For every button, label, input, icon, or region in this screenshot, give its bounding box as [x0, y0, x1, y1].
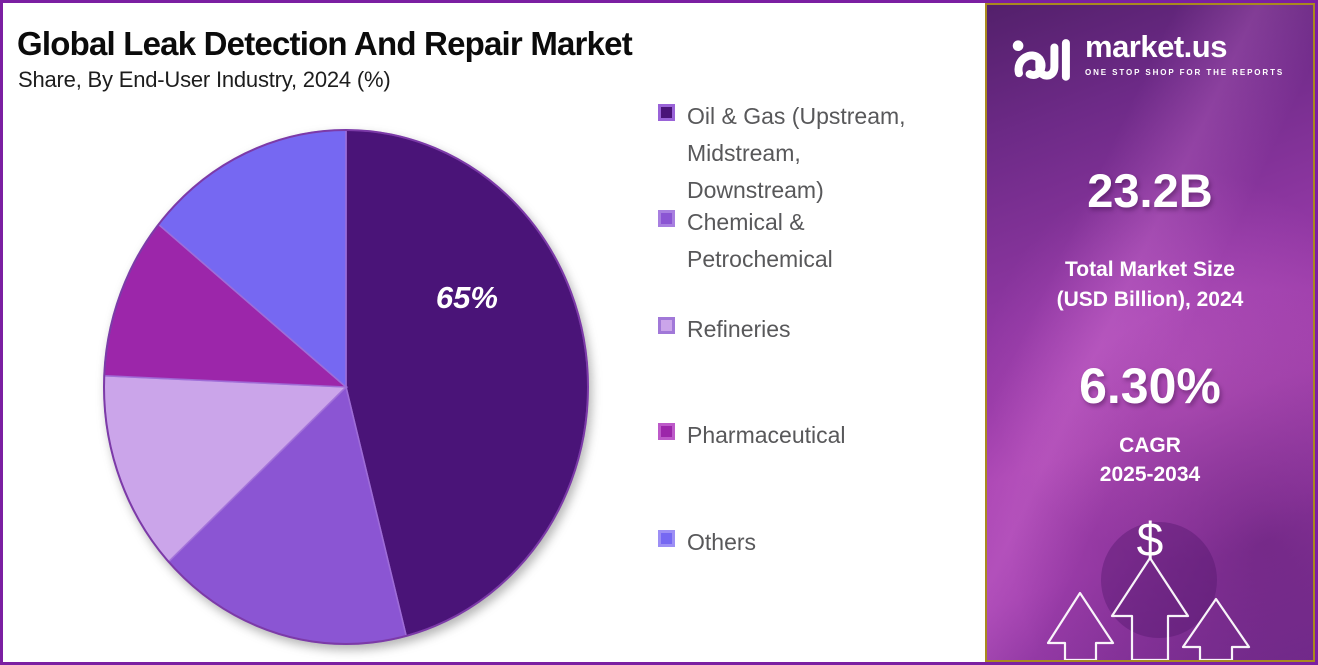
- page-title: Global Leak Detection And Repair Market: [17, 25, 633, 62]
- dollar-icon: $: [1136, 514, 1164, 567]
- legend-label: Downstream): [687, 177, 824, 203]
- cagr-label-line2: 2025-2034: [1099, 463, 1201, 486]
- pie-chart: 65%: [103, 129, 589, 645]
- brand-tagline: ONE STOP SHOP FOR THE REPORTS: [1085, 67, 1285, 77]
- growth-arrow-icon: [1181, 597, 1251, 660]
- legend-label: Petrochemical: [687, 246, 833, 272]
- legend-item-pharmaceutical: Pharmaceutical: [658, 417, 846, 454]
- legend-swatch-icon: [658, 530, 675, 547]
- brand-name: market.us: [1085, 29, 1227, 64]
- total-market-size-label: Total Market Size (USD Billion), 2024: [987, 255, 1313, 315]
- page-subtitle: Share, By End-User Industry, 2024 (%): [18, 67, 391, 92]
- legend-label: Pharmaceutical: [687, 422, 846, 448]
- total-market-size-label-line2: (USD Billion), 2024: [1056, 288, 1244, 311]
- legend-item-refineries: Refineries: [658, 311, 791, 348]
- legend-swatch-icon: [658, 423, 675, 440]
- cagr-value: 6.30%: [1079, 358, 1221, 414]
- brand-logo: market.us ONE STOP SHOP FOR THE REPORTS: [1011, 29, 1285, 87]
- pie-legend: Oil & Gas (Upstream, Midstream, Downstre…: [658, 3, 986, 662]
- pie-slice-value-label: 65%: [436, 280, 498, 315]
- brand-text: market.us ONE STOP SHOP FOR THE REPORTS: [1085, 29, 1285, 77]
- cagr-label: CAGR 2025-2034: [987, 431, 1313, 489]
- total-market-size-label-line1: Total Market Size: [1065, 258, 1235, 281]
- growth-arrows-icon: [1046, 556, 1251, 660]
- legend-label: Midstream,: [687, 140, 801, 166]
- growth-arrow-icon: [1110, 556, 1190, 660]
- cagr-label-line1: CAGR: [1119, 434, 1181, 457]
- legend-item-oil-gas: Oil & Gas (Upstream, Midstream, Downstre…: [658, 98, 906, 209]
- marketus-logo-icon: [1012, 39, 1070, 81]
- legend-swatch-icon: [658, 104, 675, 121]
- brand-side-panel: market.us ONE STOP SHOP FOR THE REPORTS …: [985, 3, 1315, 662]
- total-market-size-value: 23.2B: [1087, 164, 1213, 217]
- money-circle-decoration: [1101, 522, 1217, 638]
- legend-label: Chemical &: [687, 209, 805, 235]
- chart-area: Global Leak Detection And Repair Market …: [3, 3, 988, 662]
- legend-item-chemical: Chemical & Petrochemical: [658, 204, 833, 278]
- legend-item-others: Others: [658, 524, 756, 561]
- legend-swatch-icon: [658, 210, 675, 227]
- legend-swatch-icon: [658, 317, 675, 334]
- growth-arrow-icon: [1046, 591, 1115, 660]
- legend-label: Others: [687, 529, 757, 555]
- legend-label: Oil & Gas (Upstream,: [687, 103, 906, 129]
- pie-outline: [103, 129, 589, 645]
- legend-label: Refineries: [687, 316, 791, 342]
